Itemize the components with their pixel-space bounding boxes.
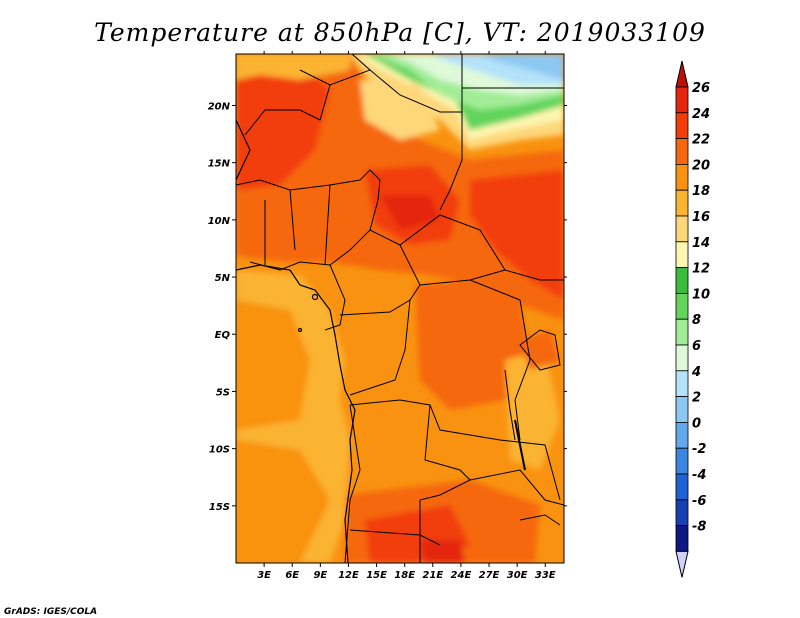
colorbar-bin (675, 499, 689, 526)
lon-tick-label: 12E (338, 570, 359, 581)
colorbar-label: 16 (692, 210, 710, 225)
lat-tick-label: 10N (208, 216, 231, 227)
colorbar-label: -6 (692, 494, 706, 509)
lat-tick-label: 15S (209, 502, 230, 513)
lat-tick-label: 15N (208, 159, 231, 170)
colorbar-label: 26 (692, 81, 710, 96)
colorbar-label: 0 (692, 416, 701, 431)
colorbar-label: 14 (692, 236, 710, 251)
lat-tick-label: 10S (209, 445, 230, 456)
colorbar-label: 2 (692, 391, 701, 406)
colorbar-label: -4 (692, 468, 706, 483)
lat-tick-label: 5N (215, 273, 231, 284)
colorbar-label: 24 (692, 107, 710, 122)
map-title: Temperature at 850hPa [C], VT: 201903310… (94, 18, 706, 47)
colorbar-label: 12 (692, 262, 710, 277)
lon-tick-label: 24E (451, 570, 472, 581)
longitude-axis: 3E 6E 9E 12E 15E 18E 21E 24E 27E 30E 33E (257, 51, 556, 581)
colorbar-label: 20 (692, 158, 710, 173)
colorbar-label: 22 (692, 133, 710, 148)
country-borders (236, 54, 564, 563)
lon-tick-label: 18E (394, 570, 415, 581)
colorbar-bin (675, 318, 689, 346)
colorbar-bin (675, 215, 689, 243)
colorbar-bin (675, 138, 689, 165)
colorbar-bin (675, 525, 689, 552)
colorbar-label: 18 (692, 184, 710, 199)
colorbar-bin (675, 112, 689, 140)
temperature-field (236, 54, 564, 563)
colorbar-bin (675, 396, 689, 423)
colorbar-bin (675, 292, 689, 320)
lon-tick-label: 9E (313, 570, 327, 581)
latitude-axis: 20N 15N 10N 5N EQ 5S 10S 15S (208, 101, 567, 513)
colorbar-bin (675, 189, 689, 217)
colorbar-bin (675, 344, 689, 372)
lon-tick-label: 27E (479, 570, 500, 581)
colorbar-label: -2 (692, 442, 706, 457)
grads-credit: GrADS: IGES/COLA (4, 607, 97, 617)
colorbar-label: -8 (692, 520, 706, 535)
coastline (236, 119, 356, 563)
colorbar-label: 10 (692, 287, 710, 302)
lon-tick-label: 30E (507, 570, 528, 581)
colorbar-top-arrow (675, 60, 689, 88)
lon-tick-label: 6E (285, 570, 299, 581)
lon-tick-label: 21E (422, 570, 443, 581)
map-frame (235, 53, 565, 564)
colorbar-label: 6 (692, 339, 701, 354)
colorbar-bottom-arrow (675, 550, 689, 578)
colorbar-bin (675, 421, 689, 449)
colorbar-bin (675, 267, 689, 294)
colorbar-bin (675, 86, 689, 114)
colorbar-label: 4 (691, 365, 701, 380)
lon-tick-label: 3E (257, 570, 271, 581)
lon-tick-label: 15E (366, 570, 387, 581)
colorbar-bin (675, 447, 689, 475)
colorbar-label: 8 (692, 313, 701, 328)
lon-tick-label: 33E (535, 570, 556, 581)
lat-tick-label: 5S (216, 387, 230, 398)
colorbar-bin (675, 370, 689, 397)
colorbar-bin (675, 163, 689, 191)
lat-tick-label: 20N (208, 101, 231, 112)
lat-tick-label: EQ (215, 330, 231, 341)
colorbar-bin (675, 241, 689, 269)
colorbar-bin (675, 473, 689, 501)
